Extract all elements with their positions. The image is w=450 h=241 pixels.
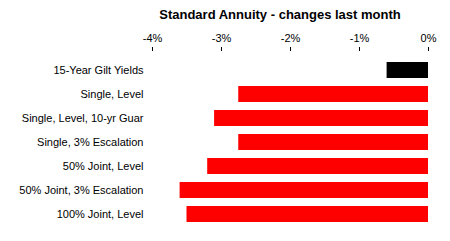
svg-text:Single, Level: Single, Level: [81, 88, 144, 100]
svg-text:50% Joint, Level: 50% Joint, Level: [63, 160, 144, 172]
svg-text:Single, Level, 10-yr Guar: Single, Level, 10-yr Guar: [22, 112, 144, 124]
svg-text:50% Joint, 3% Escalation: 50% Joint, 3% Escalation: [19, 184, 143, 196]
svg-text:0%: 0%: [421, 32, 437, 44]
svg-text:15-Year Gilt Yields: 15-Year Gilt Yields: [53, 64, 144, 76]
svg-text:-1%: -1%: [350, 32, 370, 44]
svg-text:100% Joint, Level: 100% Joint, Level: [57, 208, 144, 220]
svg-text:-2%: -2%: [281, 32, 301, 44]
svg-text:-4%: -4%: [143, 32, 163, 44]
svg-text:Single, 3% Escalation: Single, 3% Escalation: [37, 136, 143, 148]
html-text:Standard Annuity - changes las: Standard Annuity - changes last month: [159, 7, 401, 22]
svg-text:-3%: -3%: [212, 32, 232, 44]
